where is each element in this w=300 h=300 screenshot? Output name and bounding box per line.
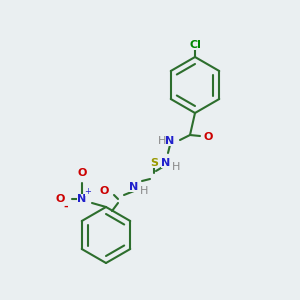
- Text: H: H: [158, 136, 166, 146]
- Text: O: O: [77, 168, 87, 178]
- Text: +: +: [85, 187, 92, 196]
- Text: O: O: [203, 132, 213, 142]
- Text: O: O: [99, 186, 109, 196]
- Text: -: -: [64, 202, 68, 212]
- Text: O: O: [55, 194, 65, 204]
- Text: H: H: [172, 162, 180, 172]
- Text: N: N: [77, 194, 87, 204]
- Text: N: N: [161, 158, 171, 168]
- Text: N: N: [129, 182, 139, 192]
- Text: S: S: [150, 158, 158, 168]
- Text: Cl: Cl: [189, 40, 201, 50]
- Text: H: H: [140, 186, 148, 196]
- Text: N: N: [165, 136, 175, 146]
